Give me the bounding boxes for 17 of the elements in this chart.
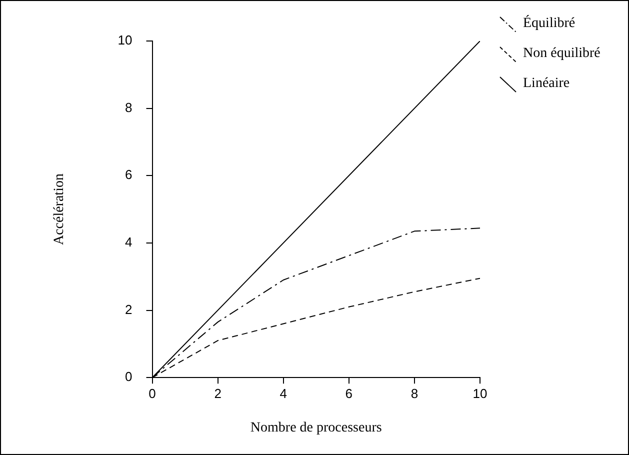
legend-label: Linéaire [523, 76, 570, 92]
y-axis-title: Accélération [52, 174, 68, 246]
y-tick-label: 6 [125, 167, 132, 182]
x-tick-label: 6 [345, 386, 353, 401]
x-tick-label: 0 [148, 386, 156, 401]
y-tick-label: 8 [125, 100, 132, 115]
y-tick-label: 4 [125, 234, 132, 250]
legend-label: Équilibré [523, 16, 576, 32]
legend-label: Non équilibré [523, 46, 600, 62]
x-tick-label: 10 [472, 386, 488, 401]
y-tick-label: 10 [118, 32, 132, 48]
y-tick-label: 2 [125, 302, 132, 317]
x-tick-label: 2 [214, 386, 222, 401]
x-tick-label: 8 [410, 386, 418, 401]
y-tick-label: 0 [125, 369, 132, 384]
x-tick-label: 4 [280, 386, 287, 401]
x-axis-title: Nombre de processeurs [250, 420, 382, 436]
